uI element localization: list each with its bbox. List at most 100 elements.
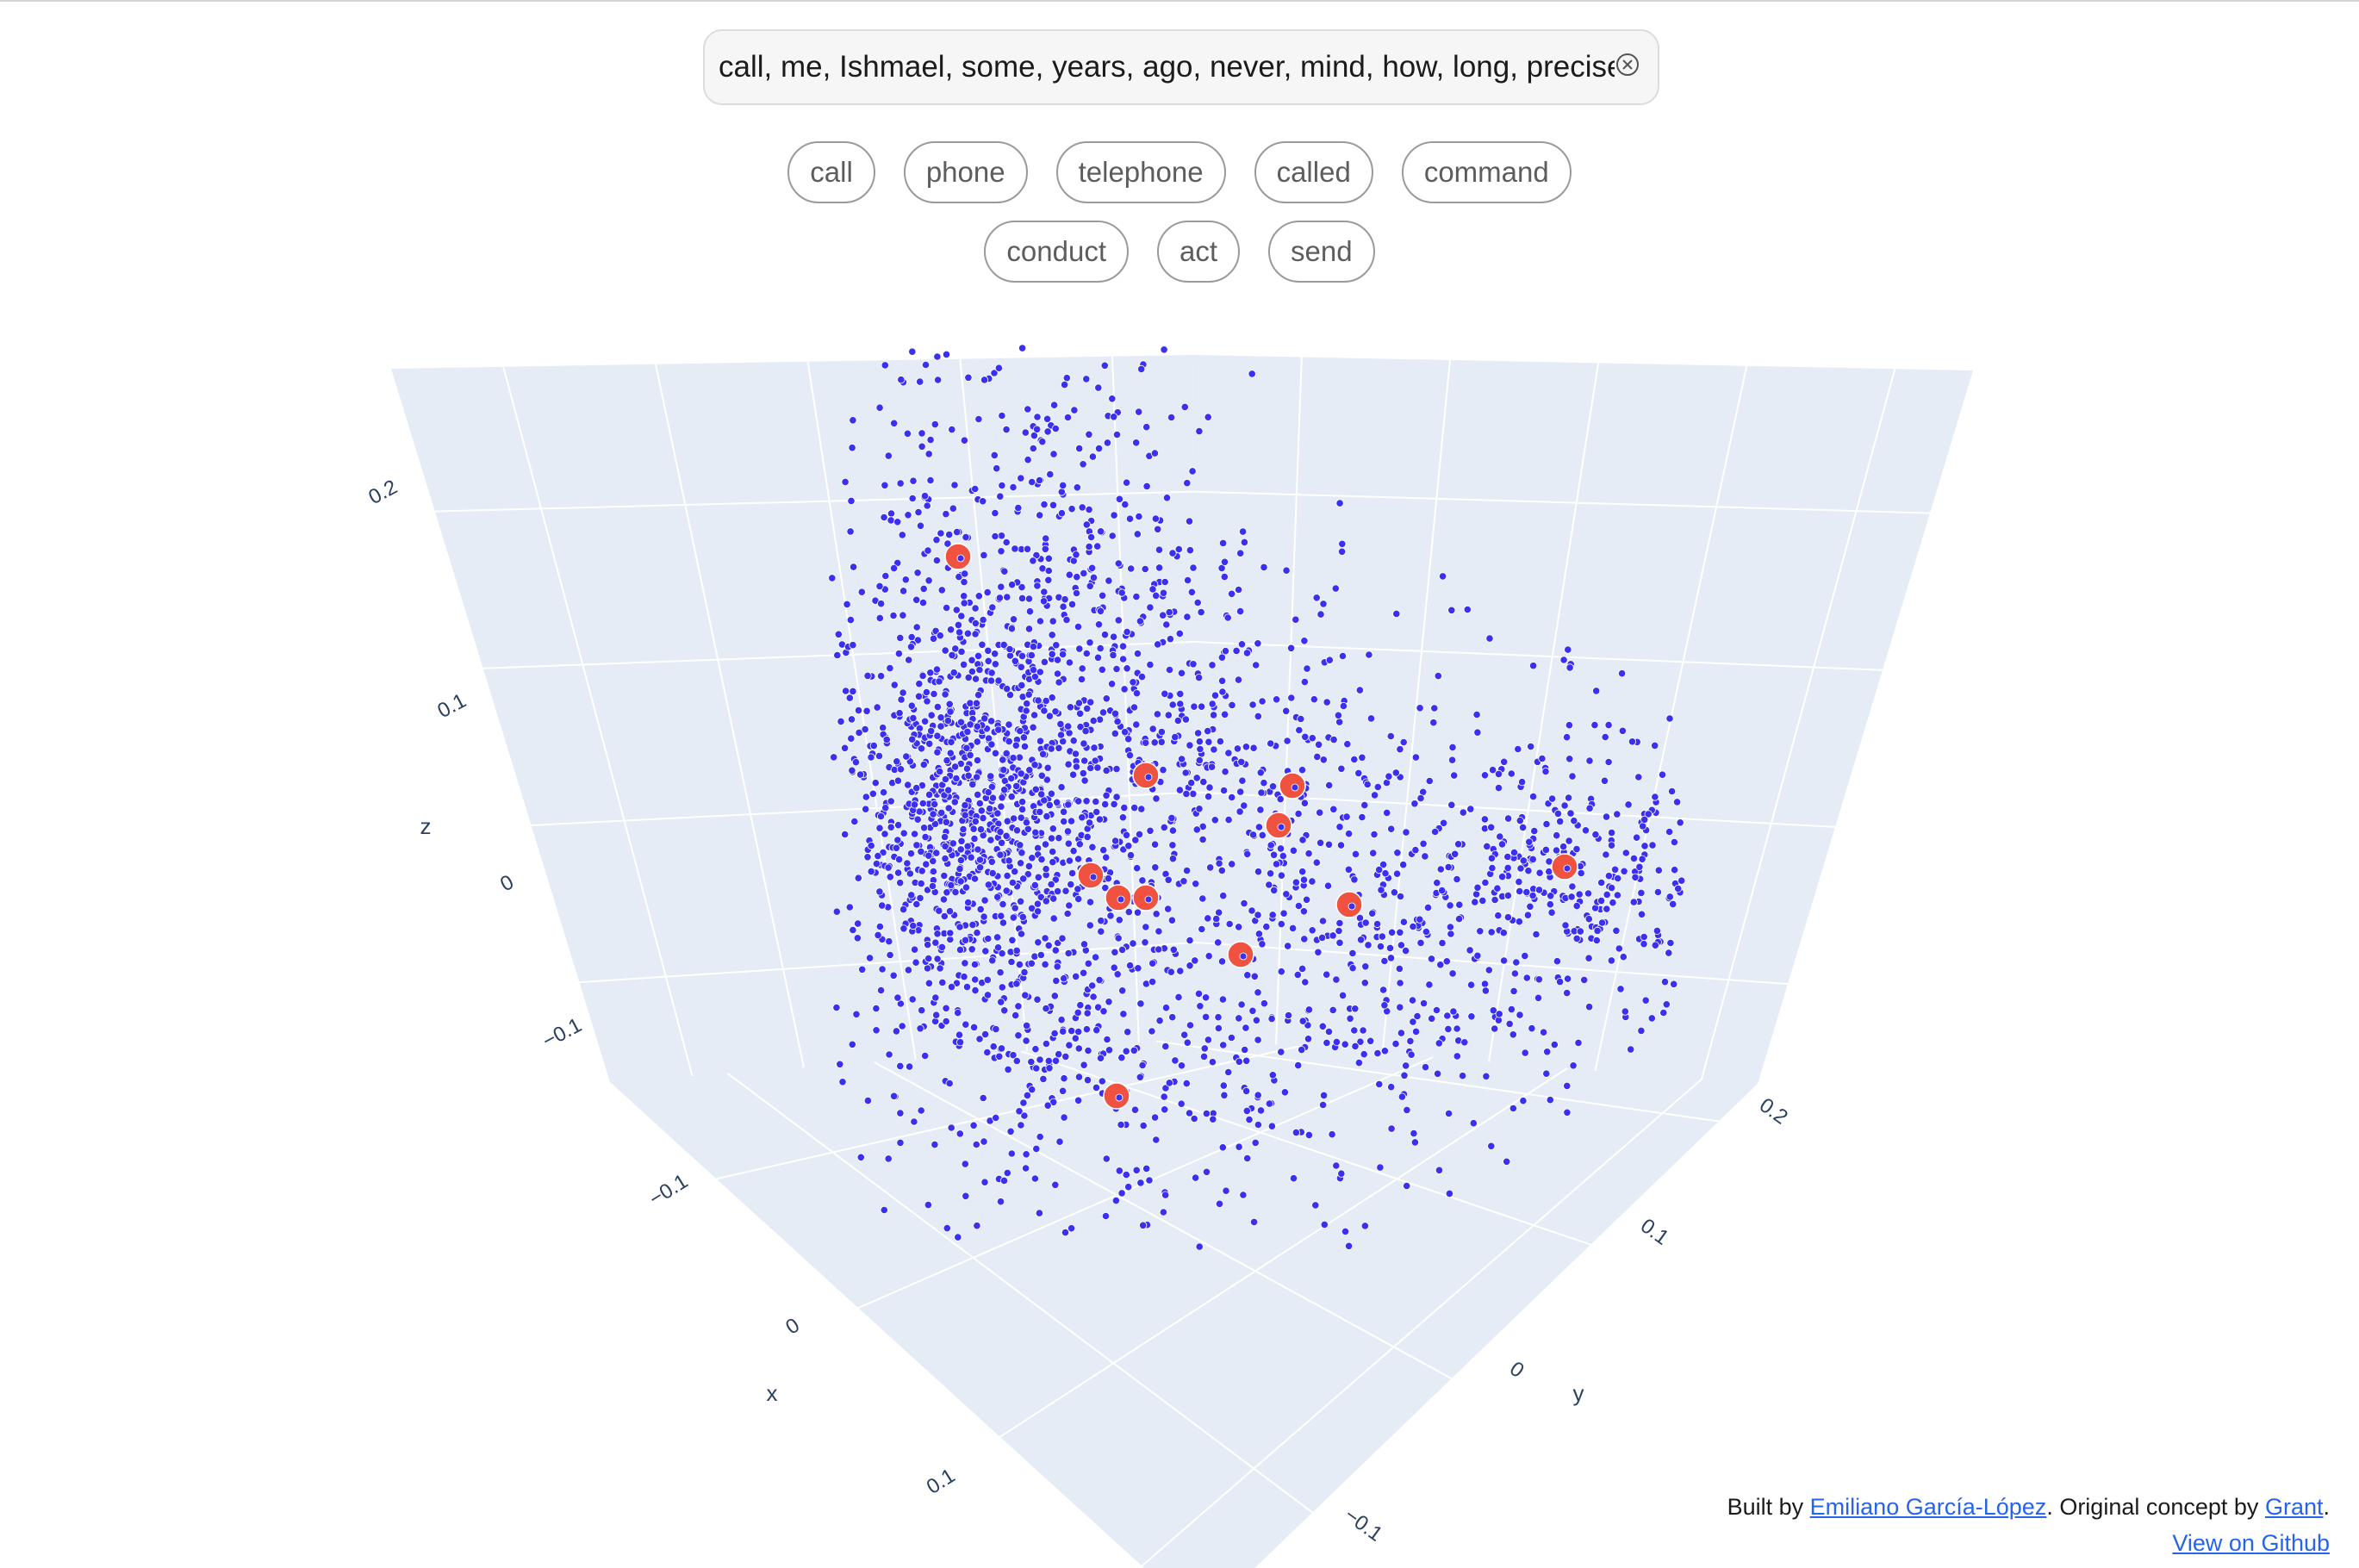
embedding-point[interactable] xyxy=(1164,905,1173,913)
embedding-point[interactable] xyxy=(1151,514,1161,523)
embedding-point[interactable] xyxy=(1453,874,1461,884)
embedding-point[interactable] xyxy=(1020,742,1030,751)
embedding-point[interactable] xyxy=(1018,582,1026,592)
embedding-point[interactable] xyxy=(1445,1189,1454,1198)
embedding-point[interactable] xyxy=(1110,800,1118,809)
embedding-point[interactable] xyxy=(924,1201,933,1210)
embedding-point[interactable] xyxy=(971,604,980,613)
embedding-point[interactable] xyxy=(1670,837,1679,847)
embedding-point[interactable] xyxy=(1294,809,1303,818)
embedding-point[interactable] xyxy=(1051,707,1060,716)
embedding-point[interactable] xyxy=(1522,974,1531,982)
embedding-point[interactable] xyxy=(1161,577,1169,587)
embedding-point[interactable] xyxy=(1403,1105,1411,1115)
embedding-point[interactable] xyxy=(1332,1037,1341,1047)
embedding-point[interactable] xyxy=(1277,968,1285,976)
embedding-point[interactable] xyxy=(939,895,949,904)
embedding-point[interactable] xyxy=(1065,856,1074,865)
embedding-point[interactable] xyxy=(1516,816,1524,825)
embedding-point[interactable] xyxy=(1074,1096,1083,1104)
embedding-point[interactable] xyxy=(957,837,966,845)
embedding-point[interactable] xyxy=(1027,1057,1036,1067)
embedding-point[interactable] xyxy=(1254,911,1262,919)
embedding-point[interactable] xyxy=(1115,495,1124,503)
embedding-point[interactable] xyxy=(991,532,999,541)
embedding-point[interactable] xyxy=(1102,694,1111,703)
embedding-point[interactable] xyxy=(1025,766,1034,775)
embedding-point[interactable] xyxy=(1092,797,1100,806)
embedding-point[interactable] xyxy=(1011,867,1019,876)
embedding-point[interactable] xyxy=(1049,617,1057,625)
embedding-point[interactable] xyxy=(887,823,895,831)
embedding-point[interactable] xyxy=(1036,511,1044,520)
embedding-point[interactable] xyxy=(833,650,842,660)
embedding-point[interactable] xyxy=(1167,968,1175,976)
embedding-point[interactable] xyxy=(1256,768,1265,777)
embedding-point[interactable] xyxy=(906,869,915,878)
embedding-point[interactable] xyxy=(1228,860,1236,868)
embedding-point[interactable] xyxy=(1653,887,1663,897)
embedding-point[interactable] xyxy=(1040,657,1049,667)
embedding-point[interactable] xyxy=(1194,729,1203,737)
embedding-point[interactable] xyxy=(1298,766,1307,775)
embedding-point[interactable] xyxy=(1335,926,1343,936)
embedding-point[interactable] xyxy=(1324,1027,1334,1036)
embedding-point[interactable] xyxy=(1151,863,1160,872)
embedding-point[interactable] xyxy=(1028,477,1036,487)
embedding-point[interactable] xyxy=(993,893,1002,901)
embedding-point[interactable] xyxy=(911,830,919,838)
embedding-point[interactable] xyxy=(1335,718,1344,726)
embedding-point[interactable] xyxy=(1515,918,1524,926)
embedding-point[interactable] xyxy=(1648,841,1657,849)
embedding-point[interactable] xyxy=(1527,742,1535,751)
embedding-point[interactable] xyxy=(1167,813,1176,823)
embedding-point[interactable] xyxy=(1005,720,1013,729)
embedding-point[interactable] xyxy=(979,813,987,823)
embedding-point[interactable] xyxy=(1298,836,1307,844)
embedding-point[interactable] xyxy=(1014,1031,1023,1040)
embedding-point[interactable] xyxy=(1565,837,1573,845)
embedding-point[interactable] xyxy=(1563,1108,1572,1117)
embedding-point[interactable] xyxy=(1235,585,1243,594)
embedding-point[interactable] xyxy=(904,966,913,974)
embedding-point[interactable] xyxy=(1047,880,1055,889)
embedding-point[interactable] xyxy=(1192,825,1201,834)
embedding-point[interactable] xyxy=(1062,615,1071,625)
embedding-point[interactable] xyxy=(1142,1164,1151,1173)
embedding-point[interactable] xyxy=(1639,822,1647,831)
embedding-point[interactable] xyxy=(1256,1106,1266,1115)
embedding-point[interactable] xyxy=(1436,961,1445,969)
embedding-point[interactable] xyxy=(1035,476,1044,485)
embedding-point[interactable] xyxy=(1115,1167,1123,1175)
embedding-point[interactable] xyxy=(1080,940,1089,949)
embedding-point[interactable] xyxy=(956,845,965,854)
embedding-point[interactable] xyxy=(1124,735,1133,744)
embedding-point[interactable] xyxy=(1254,868,1263,876)
embedding-point[interactable] xyxy=(1242,1106,1251,1116)
embedding-point[interactable] xyxy=(1200,1044,1209,1053)
embedding-point[interactable] xyxy=(828,574,837,582)
embedding-point[interactable] xyxy=(1012,980,1021,988)
embedding-point[interactable] xyxy=(1117,1189,1126,1198)
embedding-point[interactable] xyxy=(1369,849,1378,857)
embedding-point[interactable] xyxy=(854,919,862,928)
embedding-point[interactable] xyxy=(1406,1036,1415,1046)
embedding-point[interactable] xyxy=(1210,745,1218,754)
embedding-point[interactable] xyxy=(1204,1036,1213,1044)
embedding-point[interactable] xyxy=(1081,726,1090,736)
embedding-point[interactable] xyxy=(1083,1076,1092,1085)
embedding-point[interactable] xyxy=(1248,1006,1257,1015)
embedding-point[interactable] xyxy=(1329,805,1338,813)
embedding-point[interactable] xyxy=(909,713,918,723)
embedding-point[interactable] xyxy=(1039,597,1049,606)
embedding-point[interactable] xyxy=(893,776,903,785)
embedding-point[interactable] xyxy=(970,874,980,883)
embedding-point[interactable] xyxy=(961,936,970,944)
embedding-point[interactable] xyxy=(1030,880,1039,890)
embedding-point[interactable] xyxy=(1301,732,1310,741)
embedding-point[interactable] xyxy=(1665,893,1674,901)
embedding-point[interactable] xyxy=(1567,893,1576,901)
embedding-point[interactable] xyxy=(1054,887,1062,896)
embedding-point[interactable] xyxy=(1228,700,1236,710)
embedding-point[interactable] xyxy=(929,856,937,866)
